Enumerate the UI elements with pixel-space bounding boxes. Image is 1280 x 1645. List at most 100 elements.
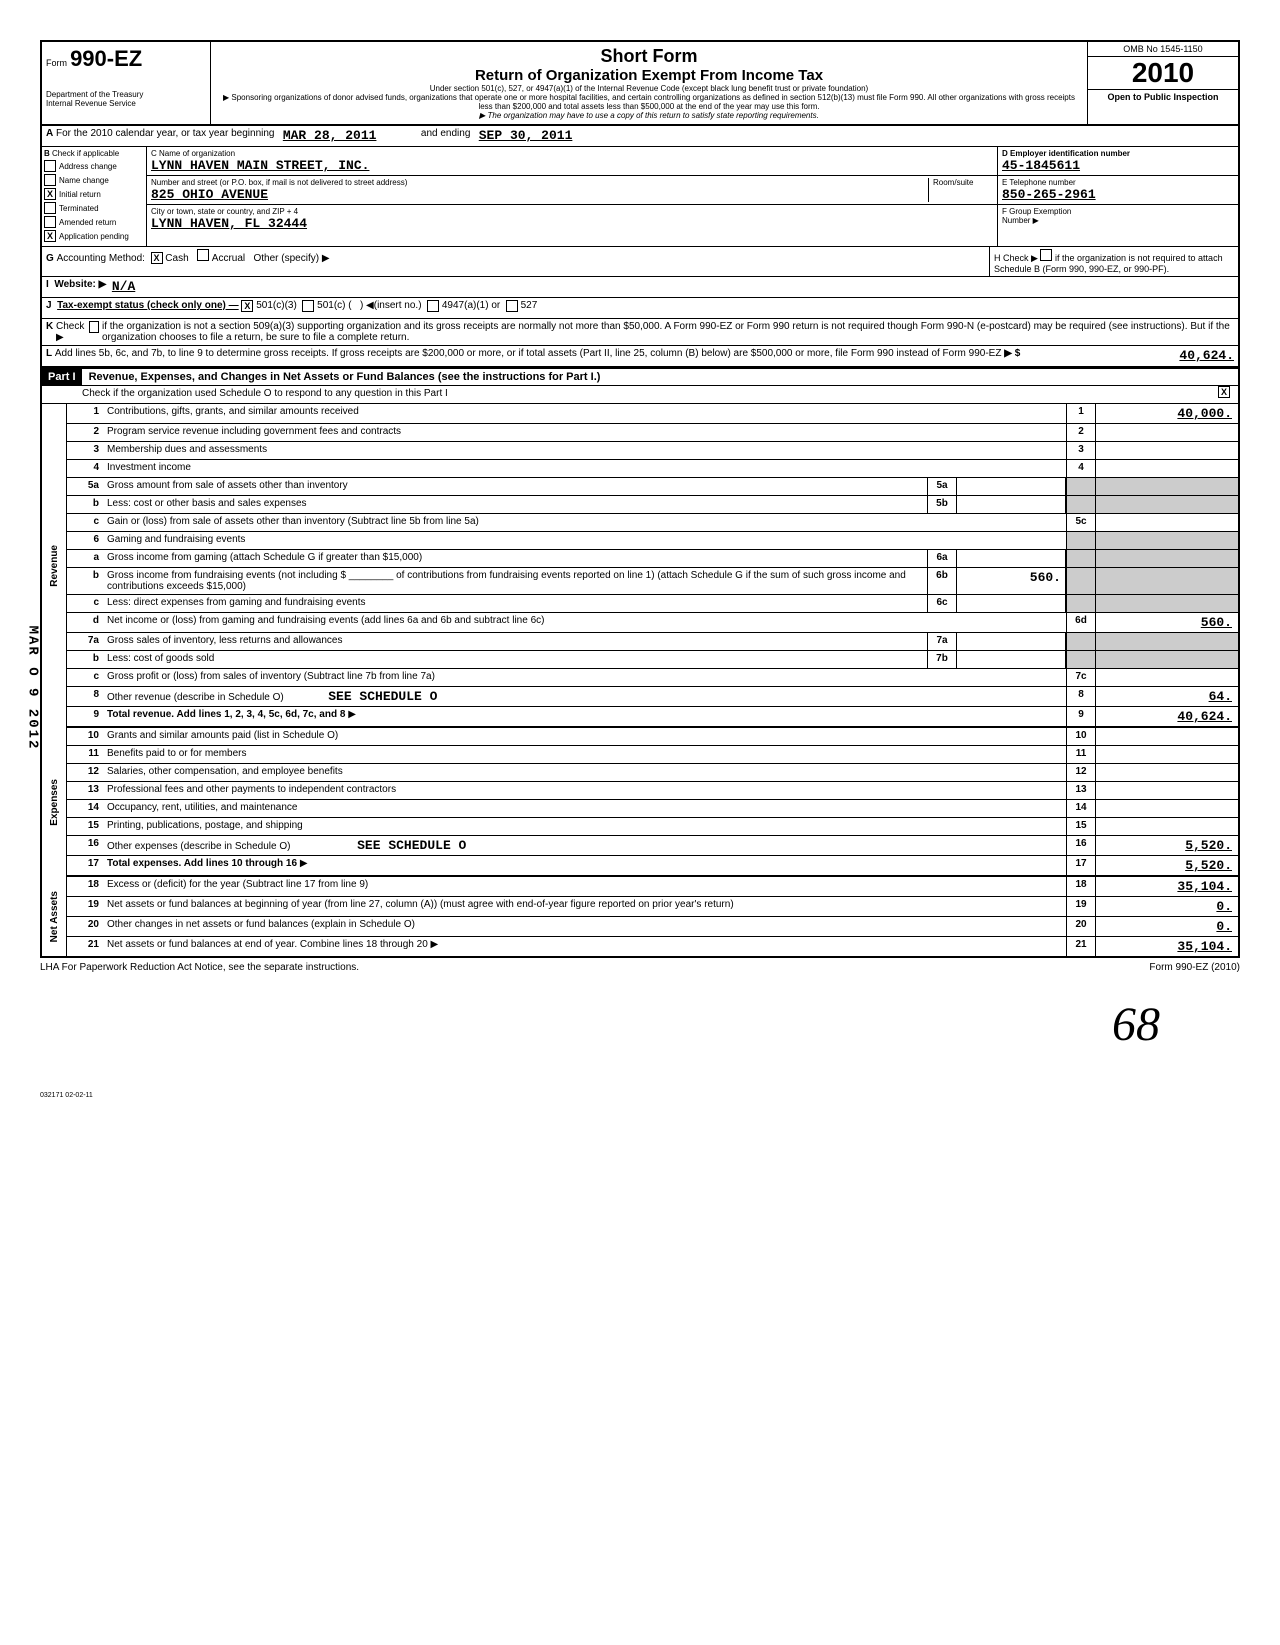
cb-501c3[interactable]: X	[241, 300, 253, 312]
ein-label: D Employer identification number	[1002, 149, 1130, 158]
line8-schedule: SEE SCHEDULE O	[328, 689, 437, 704]
part1-title: Revenue, Expenses, and Changes in Net As…	[89, 371, 601, 383]
cb-accrual[interactable]	[197, 249, 209, 261]
revenue-section: Revenue 1Contributions, gifts, grants, a…	[42, 404, 1238, 728]
line1-value: 40,000.	[1095, 404, 1238, 423]
cb-name-change[interactable]	[44, 174, 56, 186]
line6b-value: 560.	[957, 568, 1066, 594]
title-sponsor: ▶ Sponsoring organizations of donor advi…	[215, 93, 1083, 111]
col-d-ein: D Employer identification number 45-1845…	[998, 147, 1238, 246]
org-name: LYNN HAVEN MAIN STREET, INC.	[151, 158, 993, 173]
title-copy: ▶ The organization may have to use a cop…	[215, 111, 1083, 120]
group-label2: Number ▶	[1002, 216, 1234, 225]
line16-schedule: SEE SCHEDULE O	[357, 838, 466, 853]
cb-amended[interactable]	[44, 216, 56, 228]
cb-address-change[interactable]	[44, 160, 56, 172]
city-label: City or town, state or country, and ZIP …	[151, 207, 993, 216]
line20-value: 0.	[1095, 917, 1238, 936]
header-center: Short Form Return of Organization Exempt…	[211, 42, 1087, 124]
form-number: 990-EZ	[70, 46, 142, 71]
cb-initial-return[interactable]: X	[44, 188, 56, 200]
part1-check-row: Check if the organization used Schedule …	[42, 386, 1238, 404]
l-text: Add lines 5b, 6c, and 7b, to line 9 to d…	[55, 348, 1002, 359]
name-label: C Name of organization	[151, 149, 993, 158]
cb-schedule-o[interactable]: X	[1218, 386, 1230, 398]
line6d-value: 560.	[1095, 613, 1238, 632]
signature: 68	[40, 977, 1240, 1072]
footer-code: 032171 02-02-11	[40, 1092, 1240, 1099]
org-address: 825 OHIO AVENUE	[151, 187, 928, 202]
header-right: OMB No 1545-1150 2010 Open to Public Ins…	[1087, 42, 1238, 124]
line7c-value	[1095, 669, 1238, 686]
received-stamp: MAR O 9 2012	[24, 626, 40, 751]
part1-label: Part I	[42, 369, 82, 385]
website-value: N/A	[112, 279, 135, 295]
cb-k[interactable]	[89, 321, 99, 333]
col-c-org-info: C Name of organization LYNN HAVEN MAIN S…	[147, 147, 998, 246]
group-label: F Group Exemption	[1002, 207, 1234, 216]
line18-value: 35,104.	[1095, 877, 1238, 896]
expenses-sidebar-label: Expenses	[47, 775, 62, 830]
line5c-value	[1095, 514, 1238, 531]
title-under: Under section 501(c), 527, or 4947(a)(1)…	[215, 84, 1083, 93]
addr-label: Number and street (or P.O. box, if mail …	[151, 178, 928, 187]
lha-notice: LHA For Paperwork Reduction Act Notice, …	[40, 962, 359, 973]
line3-value	[1095, 442, 1238, 459]
cb-cash[interactable]: X	[151, 252, 163, 264]
page-footer: LHA For Paperwork Reduction Act Notice, …	[40, 958, 1240, 977]
line2-value	[1095, 424, 1238, 441]
part1-header: Part I Revenue, Expenses, and Changes in…	[42, 367, 1238, 386]
line-k: K Check ▶ if the organization is not a s…	[42, 319, 1238, 345]
cb-4947[interactable]	[427, 300, 439, 312]
line16-value: 5,520.	[1095, 836, 1238, 855]
line9-value: 40,624.	[1095, 707, 1238, 726]
cb-terminated[interactable]	[44, 202, 56, 214]
cb-schedule-b[interactable]	[1040, 249, 1052, 261]
l-value: 40,624.	[1104, 348, 1234, 364]
section-bcd: B Check if applicable Address change Nam…	[42, 147, 1238, 247]
tax-exempt-label: Tax-exempt status (check only one) —	[57, 300, 239, 311]
form-label: Form	[46, 58, 67, 68]
check-if-label: Check if applicable	[52, 149, 119, 158]
dept-treasury: Department of the Treasury	[46, 90, 206, 99]
line21-value: 35,104.	[1095, 937, 1238, 956]
netassets-section: Net Assets 18Excess or (deficit) for the…	[42, 877, 1238, 956]
line-i: I Website: ▶ N/A	[42, 277, 1238, 298]
line8-value: 64.	[1095, 687, 1238, 706]
tax-year: 2010	[1088, 57, 1238, 90]
cb-application-pending[interactable]: X	[44, 230, 56, 242]
line4-value	[1095, 460, 1238, 477]
line-a-label: For the 2010 calendar year, or tax year …	[56, 128, 274, 144]
title-short: Short Form	[215, 46, 1083, 67]
phone-label: E Telephone number	[1002, 178, 1234, 187]
tax-year-begin: MAR 28, 2011	[283, 128, 377, 144]
form-header: Form 990-EZ Department of the Treasury I…	[42, 42, 1238, 126]
expenses-section: Expenses 10Grants and similar amounts pa…	[42, 728, 1238, 877]
h-label: H Check ▶	[994, 253, 1038, 263]
line-l: L Add lines 5b, 6c, and 7b, to line 9 to…	[42, 345, 1238, 367]
line-a: A For the 2010 calendar year, or tax yea…	[42, 126, 1238, 147]
tax-year-end: SEP 30, 2011	[479, 128, 573, 144]
part1-check-text: Check if the organization used Schedule …	[42, 386, 1218, 403]
inspection-label: Open to Public Inspection	[1088, 90, 1238, 104]
line17-value: 5,520.	[1095, 856, 1238, 875]
netassets-sidebar-label: Net Assets	[47, 887, 62, 946]
line-a-mid: and ending	[421, 128, 471, 144]
form-ref: Form 990-EZ (2010)	[1149, 962, 1240, 973]
cb-501c[interactable]	[302, 300, 314, 312]
header-left: Form 990-EZ Department of the Treasury I…	[42, 42, 211, 124]
revenue-sidebar-label: Revenue	[47, 541, 62, 591]
cb-527[interactable]	[506, 300, 518, 312]
form-990ez: Form 990-EZ Department of the Treasury I…	[40, 40, 1240, 958]
l-arrow: ▶ $	[1004, 348, 1020, 359]
col-b-checkboxes: B Check if applicable Address change Nam…	[42, 147, 147, 246]
ein-value: 45-1845611	[1002, 158, 1234, 173]
org-city: LYNN HAVEN, FL 32444	[151, 216, 993, 231]
k-text: if the organization is not a section 509…	[102, 321, 1234, 343]
line19-value: 0.	[1095, 897, 1238, 916]
room-label: Room/suite	[933, 178, 993, 187]
website-label: Website: ▶	[54, 279, 106, 295]
omb-number: OMB No 1545-1150	[1088, 42, 1238, 57]
phone-value: 850-265-2961	[1002, 187, 1234, 202]
dept-irs: Internal Revenue Service	[46, 99, 206, 108]
